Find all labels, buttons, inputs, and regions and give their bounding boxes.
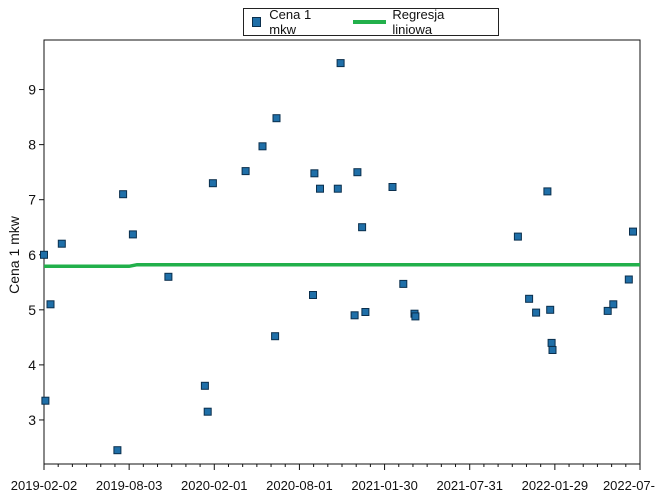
data-point: [547, 338, 556, 347]
data-point: [624, 275, 633, 284]
legend-item-points: Cena 1 mkw: [252, 7, 335, 37]
data-points-series: [40, 59, 637, 455]
regression-line-series: [44, 262, 640, 269]
plot-area: [43, 39, 641, 465]
data-point: [119, 190, 128, 199]
legend-square-marker-icon: [252, 17, 262, 27]
x-tick-label: 2020-08-01: [266, 478, 333, 492]
data-point: [513, 232, 522, 241]
x-axis: 2019-02-02 2019-08-03 2020-02-01 2020-08-01…: [11, 464, 655, 492]
data-point: [316, 184, 324, 193]
data-point: [361, 308, 370, 316]
data-point: [532, 308, 541, 317]
data-point: [353, 168, 362, 177]
y-tick-label: 8: [28, 137, 36, 153]
data-point: [358, 223, 367, 232]
data-point: [57, 239, 66, 248]
data-point: [350, 311, 359, 320]
data-point: [40, 250, 48, 259]
data-point: [208, 179, 217, 188]
y-tick-label: 5: [28, 302, 36, 318]
data-point: [603, 306, 612, 315]
x-tick-label: 2022-01-29: [522, 478, 589, 492]
data-point: [258, 142, 267, 151]
data-point: [271, 332, 280, 341]
legend-label-points: Cena 1 mkw: [269, 7, 312, 37]
data-point: [46, 300, 55, 309]
data-point: [309, 291, 317, 299]
legend-label-regression: Regresja liniowa: [392, 7, 445, 37]
plot-border: [43, 39, 641, 465]
data-point: [203, 407, 212, 416]
x-tick-label: 2019-02-02: [11, 478, 78, 492]
data-point: [113, 446, 122, 455]
data-point: [525, 294, 534, 303]
x-tick-label: 2021-01-30: [351, 478, 418, 492]
data-point: [200, 381, 209, 390]
data-point: [310, 169, 319, 178]
data-point: [388, 183, 397, 191]
regression-line: [44, 262, 640, 269]
data-point: [336, 59, 345, 68]
data-point: [164, 272, 173, 281]
x-tick-label: 2021-07-31: [436, 478, 503, 492]
data-point: [411, 312, 420, 321]
data-point: [609, 300, 618, 309]
x-tick-label: 2020-02-01: [181, 478, 248, 492]
data-point: [241, 167, 250, 176]
y-axis-label: Cena 1 mkw: [6, 216, 22, 294]
y-tick-label: 7: [28, 192, 36, 208]
data-point: [546, 305, 555, 314]
data-point: [629, 227, 637, 236]
data-point: [272, 114, 281, 123]
data-point: [128, 230, 137, 239]
y-tick-label: 9: [28, 82, 36, 98]
y-tick-label: 6: [28, 247, 36, 263]
data-point: [543, 187, 552, 196]
x-tick-label: 2019-08-03: [96, 478, 163, 492]
y-tick-label: 4: [28, 357, 36, 373]
data-point: [41, 396, 50, 405]
legend-item-regression: Regresja liniowa: [353, 7, 480, 37]
data-point: [548, 346, 557, 354]
data-point: [399, 279, 408, 288]
legend: Cena 1 mkw Regresja liniowa: [243, 7, 499, 37]
y-tick-label: 3: [28, 412, 36, 428]
legend-line-marker-icon: [353, 20, 387, 24]
x-tick-label: 2022-07-: [603, 478, 655, 492]
data-point: [333, 184, 342, 193]
